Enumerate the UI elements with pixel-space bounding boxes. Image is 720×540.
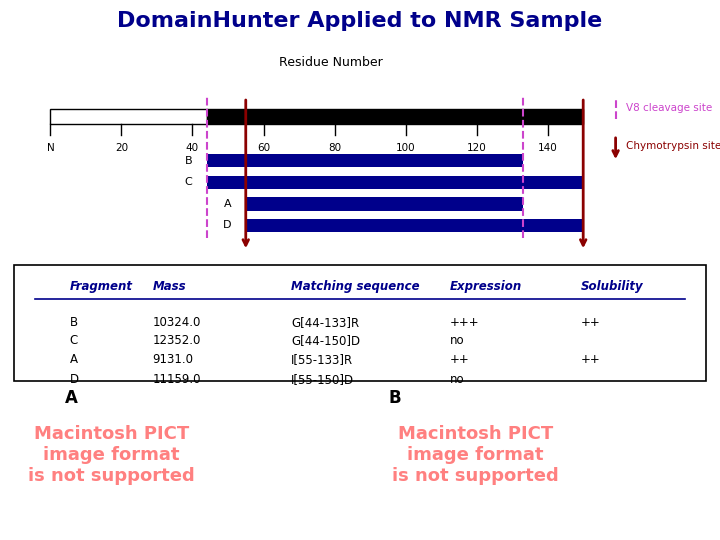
- Text: Matching sequence: Matching sequence: [291, 280, 420, 293]
- Bar: [50, 109, 207, 124]
- Text: 11159.0: 11159.0: [153, 373, 201, 386]
- Text: 40: 40: [186, 143, 199, 153]
- Text: 9131.0: 9131.0: [153, 353, 194, 366]
- Bar: [246, 219, 583, 232]
- Text: no: no: [450, 373, 464, 386]
- Text: C: C: [184, 177, 192, 187]
- Text: Macintosh PICT
image format
is not supported: Macintosh PICT image format is not suppo…: [28, 426, 195, 485]
- Bar: [246, 197, 523, 211]
- Text: Solubility: Solubility: [581, 280, 644, 293]
- Bar: [207, 154, 523, 167]
- Text: +++: +++: [450, 316, 480, 329]
- Text: Expression: Expression: [450, 280, 522, 293]
- Text: 80: 80: [328, 143, 341, 153]
- Text: I[55-150]D: I[55-150]D: [291, 373, 354, 386]
- Text: D: D: [223, 220, 231, 231]
- Text: no: no: [450, 334, 464, 347]
- Text: Residue Number: Residue Number: [279, 56, 383, 69]
- Text: 12352.0: 12352.0: [153, 334, 201, 347]
- Text: G[44-133]R: G[44-133]R: [291, 316, 359, 329]
- Text: A: A: [70, 353, 78, 366]
- Bar: [207, 176, 583, 189]
- Text: D: D: [70, 373, 78, 386]
- Text: ++: ++: [581, 353, 601, 366]
- Text: B: B: [389, 389, 402, 407]
- Text: Fragment: Fragment: [70, 280, 132, 293]
- Text: Chymotrypsin site: Chymotrypsin site: [626, 141, 720, 151]
- Text: 20: 20: [115, 143, 128, 153]
- Text: 140: 140: [538, 143, 557, 153]
- Text: 100: 100: [396, 143, 415, 153]
- Text: Mass: Mass: [153, 280, 186, 293]
- Text: A: A: [65, 389, 78, 407]
- Text: I[55-133]R: I[55-133]R: [291, 353, 353, 366]
- Text: Macintosh PICT
image format
is not supported: Macintosh PICT image format is not suppo…: [392, 426, 559, 485]
- Text: 10324.0: 10324.0: [153, 316, 201, 329]
- Text: V8 cleavage site: V8 cleavage site: [626, 103, 713, 113]
- Text: N: N: [47, 143, 54, 153]
- Text: 120: 120: [467, 143, 487, 153]
- Text: DomainHunter Applied to NMR Sample: DomainHunter Applied to NMR Sample: [117, 11, 603, 31]
- Text: ++: ++: [450, 353, 469, 366]
- Text: A: A: [224, 199, 231, 209]
- Text: B: B: [184, 156, 192, 166]
- Text: B: B: [70, 316, 78, 329]
- Bar: [207, 109, 583, 124]
- Text: ++: ++: [581, 316, 601, 329]
- Text: G[44-150]D: G[44-150]D: [291, 334, 360, 347]
- Text: 60: 60: [257, 143, 270, 153]
- Text: C: C: [70, 334, 78, 347]
